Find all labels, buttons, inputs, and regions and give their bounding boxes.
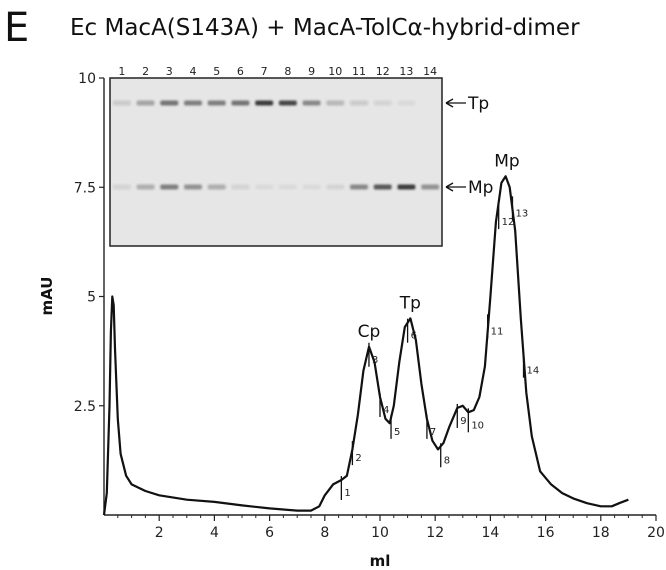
y-tick-label: 7.5 (74, 180, 96, 196)
gel-band-label: Mp (468, 178, 493, 198)
fraction-label: 8 (444, 455, 450, 466)
fraction-label: 12 (502, 217, 515, 228)
tick-marks: 2 4 6 8 10 12 14 16 18 202.557.510 (74, 71, 665, 541)
mp-band (278, 184, 297, 190)
y-axis-title: mAU (38, 277, 56, 316)
mp-band (302, 184, 321, 190)
tp-band (183, 100, 203, 106)
fraction-label: 7 (430, 427, 436, 438)
peak-label: Cp (358, 322, 381, 342)
y-tick-label: 10 (78, 71, 96, 87)
gel-arrow-head (445, 98, 454, 108)
fraction-label: 1 (344, 488, 350, 499)
axis-labels: ml mAU (38, 277, 390, 570)
tp-band (278, 100, 297, 106)
x-axis-title: ml (370, 552, 391, 570)
gel-lane-label: 12 (376, 65, 390, 78)
mp-band (183, 184, 203, 190)
tp-band (373, 100, 392, 106)
mp-band (326, 184, 345, 190)
tp-band (349, 100, 369, 106)
gel-lane-label: 9 (308, 65, 315, 78)
fraction-label: 5 (394, 427, 400, 438)
peak-label: Tp (399, 293, 421, 313)
mp-band (349, 184, 369, 190)
x-tick-label: 6 (265, 525, 274, 541)
mp-band (255, 184, 274, 190)
gel-lane-label: 10 (328, 65, 342, 78)
mp-band (421, 184, 440, 190)
tp-band (255, 100, 274, 106)
gel-lane-label: 8 (284, 65, 291, 78)
figure-title: Ec MacA(S143A) + MacA-TolCα-hybrid-dimer (70, 15, 580, 41)
mp-band (397, 184, 416, 190)
fraction-label: 14 (527, 366, 540, 377)
mp-band (160, 184, 179, 190)
fraction-label: 2 (355, 453, 361, 464)
x-tick-label: 4 (210, 525, 219, 541)
fraction-label: 13 (515, 208, 528, 219)
gel-lane-label: 3 (166, 65, 173, 78)
tp-band (397, 100, 416, 106)
tp-band (112, 100, 131, 106)
gel-lane-label: 7 (261, 65, 268, 78)
fraction-label: 4 (383, 405, 389, 416)
peak-label: Mp (494, 151, 519, 171)
mp-band (231, 184, 250, 190)
mp-band (373, 184, 392, 190)
gel-band-label: Tp (467, 94, 489, 114)
gel-image (109, 77, 443, 247)
gel-lane-label: 14 (423, 65, 437, 78)
gel-lane-label: 11 (352, 65, 366, 78)
x-tick-label: 12 (426, 525, 444, 541)
x-tick-label: 2 (155, 525, 164, 541)
y-tick-label: 2.5 (74, 399, 96, 415)
mp-band (207, 184, 226, 190)
elution-trace (102, 175, 629, 516)
mp-band (136, 184, 155, 190)
panel-letter: E (4, 5, 30, 51)
elution-curve (102, 175, 629, 516)
fraction-label: 11 (491, 326, 504, 337)
x-tick-label: 14 (481, 525, 499, 541)
x-tick-label: 10 (371, 525, 389, 541)
x-tick-label: 20 (647, 525, 665, 541)
fraction-label: 3 (372, 355, 378, 366)
gel-lane-label: 2 (142, 65, 149, 78)
tp-band (136, 100, 155, 106)
gel-arrow-head (445, 182, 454, 192)
y-tick-label: 5 (87, 290, 96, 306)
gel-lane-label: 5 (213, 65, 220, 78)
x-tick-label: 18 (592, 525, 610, 541)
tp-band (160, 100, 179, 106)
gel-lane-label: 4 (190, 65, 197, 78)
tp-band (326, 100, 345, 106)
x-tick-label: 16 (537, 525, 555, 541)
peak-annotations: Cp Tp Mp (358, 151, 520, 341)
tp-band (231, 100, 250, 106)
x-tick-label: 8 (320, 525, 329, 541)
gel-lane-label: 1 (118, 65, 125, 78)
gel-lane-label: 6 (237, 65, 244, 78)
tp-band (302, 100, 321, 106)
fraction-label: 10 (471, 420, 484, 431)
tp-band (207, 100, 226, 106)
gel-lane-label: 13 (399, 65, 413, 78)
fraction-label: 9 (460, 416, 466, 427)
mp-band (112, 184, 131, 190)
